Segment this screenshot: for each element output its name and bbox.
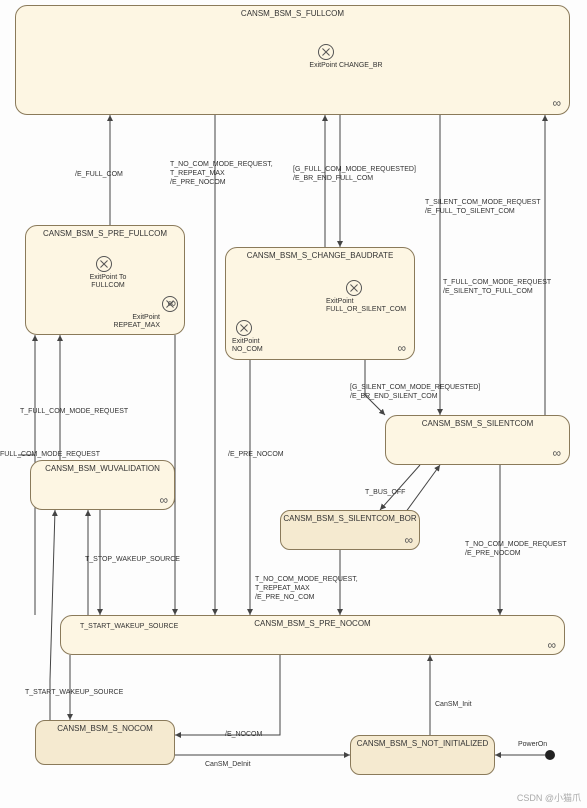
label-e-nocom: /E_NOCOM	[225, 730, 262, 739]
label-cansm-deinit: CanSM_DeInit	[205, 760, 251, 769]
state-change-baudrate-title: CANSM_BSM_S_CHANGE_BAUDRATE	[226, 248, 414, 263]
state-nocom: CANSM_BSM_S_NOCOM	[35, 720, 175, 765]
label-t-no-com-repeat2: T_NO_COM_MODE_REQUEST, T_REPEAT_MAX /E_P…	[255, 575, 358, 602]
state-fullcom-title: CANSM_BSM_S_FULLCOM	[16, 6, 569, 21]
label-g-full-com: [G_FULL_COM_MODE_REQUESTED] /E_BR_END_FU…	[293, 165, 416, 183]
exit-change-br-label: ExitPoint CHANGE_BR	[306, 62, 386, 70]
state-wuvalidation-title: CANSM_BSM_WUVALIDATION	[31, 461, 174, 476]
state-pre-fullcom: CANSM_BSM_S_PRE_FULLCOM ExitPoint To FUL…	[25, 225, 185, 335]
state-silentcom-bor: CANSM_BSM_S_SILENTCOM_BOR ∞	[280, 510, 420, 550]
label-t-stop-wakeup: T_STOP_WAKEUP_SOURCE	[85, 555, 180, 564]
state-wuvalidation: CANSM_BSM_WUVALIDATION ∞	[30, 460, 175, 510]
label-e-full-com: /E_FULL_COM	[75, 170, 123, 179]
state-silentcom: CANSM_BSM_S_SILENTCOM ∞	[385, 415, 570, 465]
arrows-layer	[0, 0, 587, 808]
infinity-icon: ∞	[397, 341, 406, 355]
state-fullcom: CANSM_BSM_S_FULLCOM ExitPoint CHANGE_BR …	[15, 5, 570, 115]
label-t-full-right: T_FULL_COM_MODE_REQUEST /E_SILENT_TO_FUL…	[443, 278, 551, 296]
watermark: CSDN @小猫爪	[517, 791, 581, 804]
infinity-icon: ∞	[547, 638, 556, 652]
state-nocom-title: CANSM_BSM_S_NOCOM	[36, 721, 174, 736]
state-silentcom-bor-title: CANSM_BSM_S_SILENTCOM_BOR	[281, 511, 419, 526]
exit-change-br-icon	[318, 44, 334, 60]
state-diagram-canvas: CANSM_BSM_S_FULLCOM ExitPoint CHANGE_BR …	[0, 0, 587, 808]
label-g-silent-com: [G_SILENT_COM_MODE_REQUESTED] /E_BR_END_…	[350, 383, 480, 401]
infinity-icon: ∞	[159, 493, 168, 507]
infinity-icon: ∞	[167, 296, 176, 310]
state-not-initialized-title: CANSM_BSM_S_NOT_INITIALIZED	[351, 736, 494, 751]
label-poweron: PowerOn	[518, 740, 547, 749]
exit-to-fullcom-label: ExitPoint To FULLCOM	[78, 274, 138, 291]
label-t-silent-com: T_SILENT_COM_MODE_REQUEST /E_FULL_TO_SIL…	[425, 198, 541, 216]
label-cansm-init: CanSM_Init	[435, 700, 472, 709]
state-change-baudrate: CANSM_BSM_S_CHANGE_BAUDRATE ExitPoint FU…	[225, 247, 415, 360]
label-t-no-com-repeat: T_NO_COM_MODE_REQUEST, T_REPEAT_MAX /E_P…	[170, 160, 273, 187]
state-pre-fullcom-title: CANSM_BSM_S_PRE_FULLCOM	[26, 226, 184, 241]
label-t-bus-off: T_BUS_OFF	[365, 488, 405, 497]
label-t-start-wakeup2: T_START_WAKEUP_SOURCE	[25, 688, 123, 697]
exit-full-or-silent-icon	[346, 280, 362, 296]
exit-to-fullcom-icon	[96, 256, 112, 272]
state-pre-nocom: CANSM_BSM_S_PRE_NOCOM ∞	[60, 615, 565, 655]
state-silentcom-title: CANSM_BSM_S_SILENTCOM	[386, 416, 569, 431]
infinity-icon: ∞	[552, 446, 561, 460]
exit-no-com-label: ExitPoint NO_COM	[232, 338, 292, 355]
infinity-icon: ∞	[404, 533, 413, 547]
label-t-start-wakeup1: T_START_WAKEUP_SOURCE	[80, 622, 178, 631]
exit-full-or-silent-label: ExitPoint FULL_OR_SILENT_COM	[326, 298, 426, 315]
label-t-no-com-right: T_NO_COM_MODE_REQUEST /E_PRE_NOCOM	[465, 540, 567, 558]
infinity-icon: ∞	[552, 96, 561, 110]
label-e-pre-nocom: /E_PRE_NOCOM	[228, 450, 284, 459]
exit-repeat-max-label: ExitPoint REPEAT_MAX	[100, 314, 160, 331]
initial-state-icon	[545, 750, 555, 760]
state-not-initialized: CANSM_BSM_S_NOT_INITIALIZED	[350, 735, 495, 775]
label-t-full-left: T_FULL_COM_MODE_REQUEST	[20, 407, 128, 416]
exit-no-com-icon	[236, 320, 252, 336]
label-full-com-mode-req: FULL_COM_MODE_REQUEST	[0, 450, 100, 459]
